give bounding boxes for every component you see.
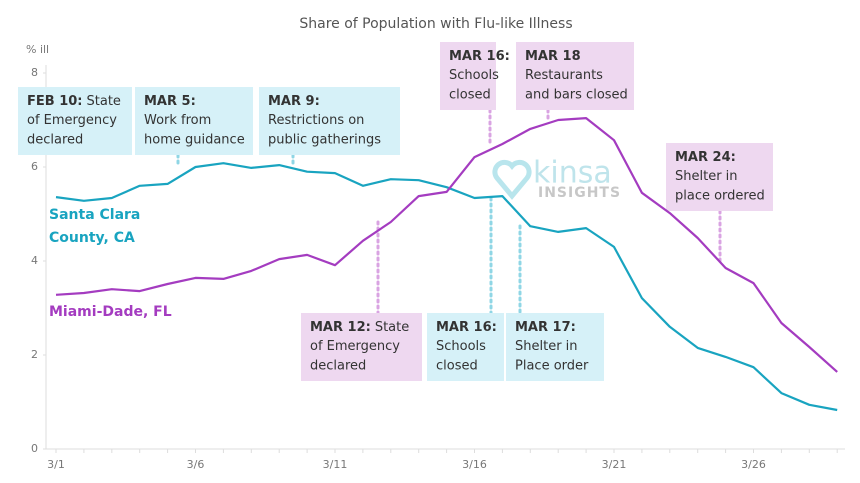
annotation-label: MAR 16:: [449, 49, 510, 64]
annotation-text: and bars closed: [525, 88, 628, 103]
x-tick-label: 3/11: [323, 458, 348, 471]
annotation-line: MAR 12: State: [310, 320, 409, 335]
annotation-label: MAR 17:: [515, 320, 576, 335]
annotation-label: FEB 10:: [27, 94, 83, 109]
annotation-text: State: [375, 320, 409, 335]
annotation-text: Restaurants: [525, 68, 603, 83]
annotation-label: MAR 16:: [436, 320, 497, 335]
annotation-text: Schools: [436, 339, 486, 354]
series-line: [55, 162, 838, 412]
logo: kinsa INSIGHTS: [492, 156, 621, 201]
annotation-line: MAR 17:: [515, 320, 576, 335]
annotation-text: public gatherings: [268, 133, 381, 148]
legend-label: Miami-Dade, FL: [49, 304, 172, 320]
chart-title: Share of Population with Flu-like Illnes…: [299, 16, 572, 32]
annotation-box: [427, 313, 504, 381]
annotation-line: MAR 16:: [436, 320, 497, 335]
annotation-label: MAR 5:: [144, 94, 196, 109]
x-tick-label: 3/1: [47, 458, 65, 471]
annotation-text: closed: [449, 88, 491, 103]
annotation-box: [506, 313, 604, 381]
y-tick-label: 0: [31, 442, 38, 455]
annotation-text: Restrictions on: [268, 113, 364, 128]
annotation-text: Place order: [515, 359, 589, 374]
annotation-text: of Emergency: [27, 113, 117, 128]
annotation-text: State: [87, 94, 121, 109]
legend-label: Santa Clara County, CA: [49, 207, 141, 246]
y-tick-label: 2: [31, 348, 38, 361]
annotation-text: Shelter in: [515, 339, 578, 354]
annotation-text: Schools: [449, 68, 499, 83]
x-tick-label: 3/6: [187, 458, 205, 471]
logo-brand: kinsa: [533, 156, 612, 191]
annotation-text: closed: [436, 359, 478, 374]
annotation-line: MAR 5:: [144, 94, 196, 109]
annotation-box: [301, 313, 422, 381]
annotation-box: [259, 87, 400, 155]
annotation-box: [18, 87, 132, 155]
y-tick-label: 8: [31, 66, 38, 79]
y-tick-label: 4: [31, 254, 38, 267]
annotation-box: [135, 87, 253, 155]
annotation-box: [666, 143, 773, 211]
annotation-text: place ordered: [675, 189, 765, 204]
y-axis-label: % ill: [26, 43, 49, 56]
annotation-text: declared: [310, 359, 366, 374]
series-line: [55, 117, 838, 373]
annotation-text: declared: [27, 133, 83, 148]
annotation-line: MAR 16:: [449, 49, 510, 64]
x-tick-label: 3/26: [741, 458, 766, 471]
annotation-text: home guidance: [144, 133, 245, 148]
annotation-label: MAR 18: [525, 49, 581, 64]
annotation-box: [440, 42, 496, 110]
y-tick-label: 6: [31, 160, 38, 173]
annotation-text: of Emergency: [310, 339, 400, 354]
logo-heart: [492, 159, 532, 200]
annotation-text: Shelter in: [675, 169, 738, 184]
annotation-line: FEB 10: State: [27, 94, 121, 109]
logo-sub: INSIGHTS: [538, 185, 621, 201]
x-tick-label: 3/21: [602, 458, 627, 471]
annotation-label: MAR 12:: [310, 320, 371, 335]
x-tick-label: 3/16: [462, 458, 487, 471]
annotation-line: MAR 18: [525, 49, 581, 64]
annotation-label: MAR 9:: [268, 94, 320, 109]
annotation-text: Work from: [144, 113, 211, 128]
annotation-line: MAR 9:: [268, 94, 320, 109]
annotation-box: [516, 42, 634, 110]
annotation-line: MAR 24:: [675, 150, 736, 165]
annotation-label: MAR 24:: [675, 150, 736, 165]
